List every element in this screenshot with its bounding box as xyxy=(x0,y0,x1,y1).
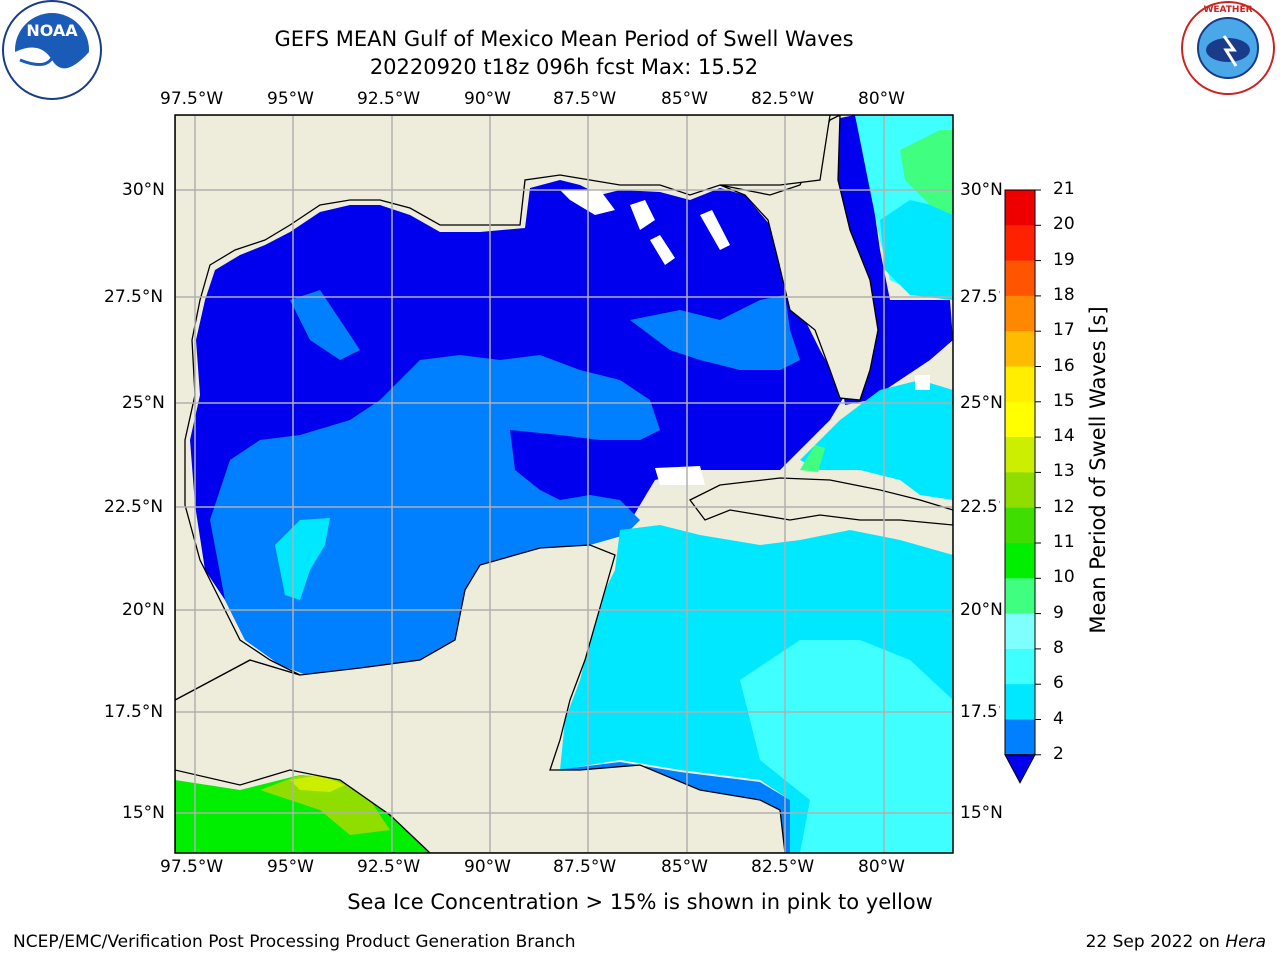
missing-data-patch xyxy=(655,466,705,485)
lat-tick-left: 30°N xyxy=(122,180,165,200)
bahamas-cyan-region xyxy=(800,380,953,500)
colorbar-segment xyxy=(1005,366,1035,403)
pacific-yellow-patch xyxy=(290,775,345,792)
map-gridlines xyxy=(175,115,953,853)
lon-tick-top: 82.5°W xyxy=(751,89,815,109)
colorbar-segment xyxy=(1005,472,1035,509)
caribbean-light-region xyxy=(740,640,953,853)
lon-tick-bottom: 85°W xyxy=(661,857,708,877)
colorbar-segment xyxy=(1005,225,1035,262)
colorbar-tick-label: 13 xyxy=(1053,461,1075,482)
lon-tick-top: 97.5°W xyxy=(160,89,224,109)
west-gulf-medium-region xyxy=(290,290,360,360)
gulf-medium-blue-region xyxy=(210,355,660,680)
noaa-logo: NOAA xyxy=(2,0,102,100)
footer-date: 22 Sep 2022 on Hera xyxy=(1086,932,1266,952)
colorbar-segment xyxy=(1005,401,1035,438)
lat-tick-left: 15°N xyxy=(122,803,165,823)
lat-tick-right: 22.5°N xyxy=(960,497,1000,517)
svg-text:NOAA: NOAA xyxy=(26,21,78,40)
lat-tick-right: 15°N xyxy=(960,803,1003,823)
colorbar-segment xyxy=(1005,331,1035,367)
colorbar-label: Mean Period of Swell Waves [s] xyxy=(1086,306,1110,634)
colorbar-tick-label: 12 xyxy=(1053,496,1075,517)
map-frame xyxy=(174,114,954,854)
lon-tick-bottom: 92.5°W xyxy=(357,857,421,877)
colorbar-tick-label: 6 xyxy=(1053,673,1064,694)
colorbar-tick-label: 11 xyxy=(1053,532,1075,552)
colorbar-tick-label: 19 xyxy=(1053,249,1075,270)
lon-tick-bottom: 87.5°W xyxy=(553,857,617,877)
lat-tick-left: 22.5°N xyxy=(104,497,164,517)
colorbar-tick-label: 4 xyxy=(1053,708,1064,729)
footer-date-text: 22 Sep 2022 on xyxy=(1085,932,1226,952)
colorbar-segment xyxy=(1005,295,1035,332)
lat-tick-left: 25°N xyxy=(122,393,165,413)
colorbar-segment xyxy=(1005,260,1035,297)
sea-ice-note: Sea Ice Concentration > 15% is shown in … xyxy=(347,890,933,914)
lat-tick-right: 25°N xyxy=(960,393,1003,413)
colorbar-tick-label: 20 xyxy=(1053,214,1075,235)
lon-tick-bottom: 82.5°W xyxy=(751,857,815,877)
colorbar-segment xyxy=(1005,578,1035,615)
colorbar-tick-label: 10 xyxy=(1053,567,1075,588)
colorbar-segment xyxy=(1005,437,1035,473)
colorbar-segment xyxy=(1005,543,1035,579)
colorbar-tick-label: 15 xyxy=(1053,390,1075,411)
lon-tick-bottom: 97.5°W xyxy=(160,857,224,877)
lon-tick-bottom: 95°W xyxy=(267,857,314,877)
footer-credit: NCEP/EMC/Verification Post Processing Pr… xyxy=(13,932,576,952)
missing-data-patch xyxy=(630,200,655,230)
lat-tick-right: 20°N xyxy=(960,600,1003,620)
lon-tick-top: 95°W xyxy=(267,89,314,109)
colorbar-tick-label: 14 xyxy=(1053,426,1075,447)
lon-tick-top: 85°W xyxy=(661,89,708,109)
colorbar xyxy=(1004,189,1041,784)
gulf-cyan-patch xyxy=(275,518,330,600)
caribbean-edge-blue xyxy=(555,762,790,853)
lon-tick-top: 87.5°W xyxy=(553,89,617,109)
colorbar-tick-label: 16 xyxy=(1053,355,1075,376)
colorbar-tick-label: 2 xyxy=(1053,743,1064,764)
missing-data-patch xyxy=(700,210,730,250)
missing-data-patch xyxy=(650,235,675,265)
colorbar-tick-label: 17 xyxy=(1053,320,1075,341)
colorbar-segment xyxy=(1005,190,1035,226)
lat-tick-left: 17.5°N xyxy=(104,702,164,722)
colorbar-extend-arrow xyxy=(1004,754,1036,784)
lat-tick-left: 27.5°N xyxy=(104,287,164,307)
footer-host: Hera xyxy=(1225,932,1266,952)
lat-tick-right: 27.5°N xyxy=(960,287,1000,307)
lon-tick-bottom: 80°W xyxy=(858,857,905,877)
colorbar-segment xyxy=(1005,719,1035,756)
lat-tick-right: 30°N xyxy=(960,180,1003,200)
colorbar-tick-label: 9 xyxy=(1053,602,1064,623)
colorbar-segment xyxy=(1005,684,1035,720)
east-gulf-medium-region xyxy=(630,295,800,370)
lat-tick-left: 20°N xyxy=(122,600,165,620)
bahamas-green-patch xyxy=(800,445,825,472)
lon-tick-top: 92.5°W xyxy=(357,89,421,109)
colorbar-segment xyxy=(1005,507,1035,544)
svg-text:WEATHER: WEATHER xyxy=(1203,5,1252,15)
colorbar-segment xyxy=(1005,613,1035,650)
florida-land xyxy=(719,115,879,401)
lon-tick-top: 90°W xyxy=(464,89,511,109)
map-subtitle: 20220920 t18z 096h fcst Max: 15.52 xyxy=(369,55,759,79)
colorbar-tick-label: 18 xyxy=(1053,284,1075,305)
north-gulf-coast-land xyxy=(175,115,831,701)
atlantic-green-patch xyxy=(900,130,953,215)
missing-data-patch xyxy=(915,375,930,390)
colorbar-tick-label: 21 xyxy=(1053,179,1075,199)
map-title: GEFS MEAN Gulf of Mexico Mean Period of … xyxy=(274,27,854,51)
nws-logo: WEATHER xyxy=(1181,1,1275,95)
colorbar-tick-label: 8 xyxy=(1053,637,1064,658)
atlantic-light-region xyxy=(880,200,953,300)
colorbar-segment xyxy=(1005,648,1035,685)
lat-tick-right: 17.5°N xyxy=(960,702,1000,722)
lon-tick-bottom: 90°W xyxy=(464,857,511,877)
cuba-land xyxy=(689,477,953,526)
lon-tick-top: 80°W xyxy=(858,89,905,109)
